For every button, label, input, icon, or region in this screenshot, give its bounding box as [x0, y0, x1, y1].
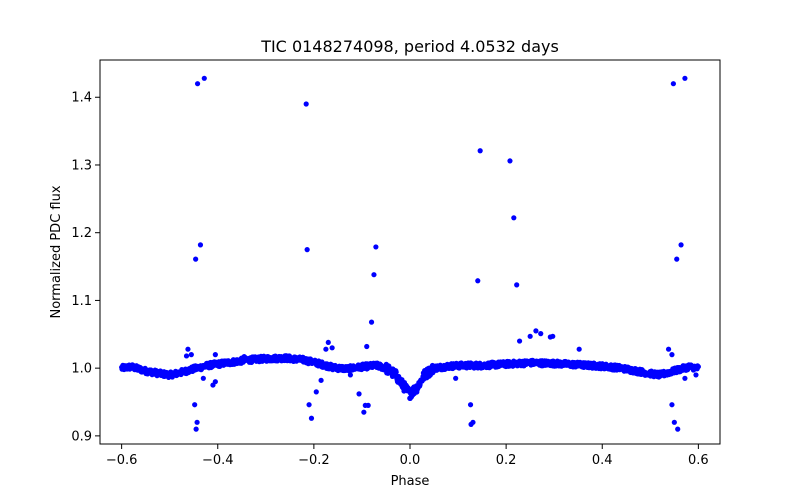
data-point	[193, 256, 199, 262]
data-point	[308, 415, 315, 421]
data-point	[329, 345, 335, 351]
data-point	[576, 346, 582, 352]
data-point	[550, 333, 556, 339]
data-point	[671, 419, 677, 425]
data-point	[477, 148, 483, 154]
data-point	[364, 343, 370, 350]
data-point	[516, 338, 523, 344]
y-tick-label: 0.9	[71, 429, 92, 444]
y-tick-label: 1.3	[71, 158, 92, 173]
x-tick-label: 0.4	[592, 453, 613, 468]
y-tick-label: 1.2	[71, 226, 92, 241]
y-axis-label: Normalized PDC flux	[49, 185, 64, 318]
data-point	[695, 364, 701, 370]
data-point	[325, 339, 331, 346]
data-point	[361, 409, 367, 415]
data-point	[200, 375, 206, 381]
data-point	[371, 272, 377, 278]
data-point	[323, 346, 329, 352]
y-tick-label: 1.4	[71, 91, 92, 106]
data-point	[693, 372, 699, 378]
data-point	[669, 402, 675, 408]
data-point	[188, 352, 194, 358]
data-point	[347, 372, 353, 378]
data-point	[467, 402, 474, 408]
data-point	[313, 389, 319, 395]
data-point	[373, 244, 379, 250]
data-point	[682, 75, 688, 81]
data-point	[194, 81, 201, 87]
chart-title: TIC 0148274098, period 4.0532 days	[260, 37, 559, 56]
data-point	[210, 382, 216, 388]
data-point	[453, 375, 459, 381]
x-tick-label: −0.2	[298, 453, 330, 468]
x-tick-label: 0.0	[400, 453, 421, 468]
data-point	[527, 333, 533, 339]
data-point	[365, 402, 371, 408]
data-point	[303, 101, 309, 107]
data-point	[193, 426, 199, 432]
data-point	[669, 352, 675, 358]
data-point	[514, 282, 520, 288]
data-point	[241, 354, 247, 360]
data-point	[533, 328, 539, 334]
data-point	[194, 419, 200, 425]
data-point	[212, 352, 218, 358]
data-point	[185, 346, 191, 352]
x-tick-label: 0.6	[688, 453, 709, 468]
data-point	[368, 319, 375, 325]
data-point	[670, 81, 676, 87]
x-tick-label: −0.4	[202, 453, 234, 468]
y-axis: 0.9 1.0 1.1 1.2 1.3 1.4	[71, 91, 100, 444]
data-point	[304, 247, 310, 253]
data-point	[201, 75, 207, 81]
data-point	[197, 242, 204, 248]
data-point	[356, 391, 362, 397]
data-points	[119, 75, 701, 432]
data-point	[682, 375, 688, 381]
x-tick-label: 0.2	[496, 453, 517, 468]
y-tick-label: 1.1	[71, 294, 92, 309]
data-point	[665, 346, 672, 352]
data-point	[318, 377, 324, 383]
y-tick-label: 1.0	[71, 362, 92, 377]
x-axis-label: Phase	[391, 474, 430, 489]
data-point	[393, 369, 399, 375]
data-point	[468, 421, 474, 427]
x-tick-label: −0.6	[106, 453, 138, 468]
data-point	[678, 242, 684, 248]
data-point	[675, 426, 681, 432]
data-point	[183, 353, 190, 359]
data-point	[507, 158, 513, 164]
data-point	[306, 402, 312, 408]
data-point	[475, 278, 481, 284]
data-point	[674, 256, 680, 262]
x-axis: −0.6 −0.4 −0.2 0.0 0.2 0.4 0.6	[106, 444, 709, 468]
data-point	[538, 331, 544, 337]
data-point	[511, 215, 517, 221]
data-point	[192, 402, 198, 408]
